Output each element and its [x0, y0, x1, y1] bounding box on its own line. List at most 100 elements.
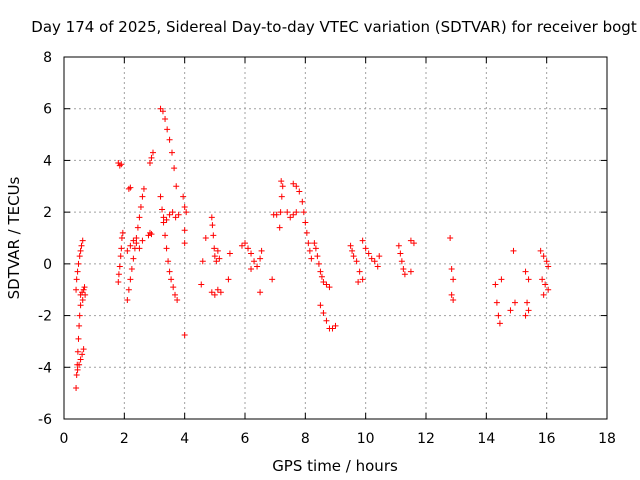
y-tick-labels: -6 -4 -2 0 2 4 6 8	[38, 50, 52, 428]
y-tick-label: -2	[38, 309, 52, 325]
data-point	[540, 291, 547, 298]
plot-frame	[63, 56, 608, 420]
data-point	[73, 276, 80, 283]
data-point	[539, 276, 546, 283]
x-tick-label: 10	[357, 431, 375, 447]
data-point	[376, 253, 383, 260]
data-point	[318, 273, 325, 280]
data-point	[172, 291, 179, 298]
data-point	[149, 149, 156, 156]
data-point	[82, 291, 89, 298]
data-point	[214, 247, 221, 254]
data-point	[133, 240, 140, 247]
data-point	[302, 219, 309, 226]
x-tick-labels: 0 2 4 6 8 10 12 14 16 18	[60, 431, 616, 447]
data-point	[181, 331, 188, 338]
y-tick-label: 8	[43, 50, 52, 66]
data-point	[254, 263, 261, 270]
data-point	[368, 255, 375, 262]
data-point	[359, 237, 366, 244]
x-tick-label: 4	[180, 431, 189, 447]
data-point	[320, 309, 327, 316]
data-point	[74, 366, 81, 373]
data-point	[115, 271, 122, 278]
data-point	[217, 289, 224, 296]
data-point	[174, 297, 181, 304]
data-point	[540, 253, 547, 260]
data-point	[73, 384, 80, 391]
data-point	[77, 302, 84, 309]
data-point	[78, 242, 85, 249]
data-point	[79, 351, 86, 358]
x-tick-label: 18	[598, 431, 616, 447]
data-point	[317, 268, 324, 275]
data-point	[545, 263, 552, 270]
data-point	[359, 276, 366, 283]
data-point	[507, 307, 514, 314]
x-tick-label: 2	[120, 431, 129, 447]
data-point	[136, 245, 143, 252]
data-point	[397, 250, 404, 257]
data-point	[146, 160, 153, 167]
data-point	[225, 276, 232, 283]
x-tick-label: 12	[417, 431, 435, 447]
data-point	[306, 247, 313, 254]
data-point	[198, 281, 205, 288]
data-point	[202, 235, 209, 241]
data-point	[81, 284, 88, 291]
data-point	[495, 312, 502, 319]
data-point	[350, 253, 357, 260]
data-point	[216, 255, 223, 262]
data-point	[498, 276, 505, 283]
y-tick-label: -6	[38, 412, 52, 428]
data-point	[125, 286, 132, 293]
data-point	[169, 209, 176, 216]
data-point	[257, 289, 264, 296]
data-point	[511, 299, 518, 306]
data-point	[211, 245, 218, 252]
data-point	[75, 260, 82, 267]
data-point	[398, 258, 405, 265]
data-point	[171, 165, 178, 172]
data-point	[510, 247, 517, 254]
y-tick-label: 0	[43, 257, 52, 273]
data-point	[199, 258, 206, 265]
data-point	[79, 297, 86, 304]
data-point	[279, 183, 286, 190]
data-point	[139, 237, 146, 244]
data-point	[448, 291, 455, 298]
y-axis-label: SDTVAR / TECUs	[5, 176, 23, 299]
data-point	[349, 247, 356, 254]
data-point	[305, 240, 312, 247]
y-tick-label: 2	[43, 205, 52, 221]
data-point	[214, 286, 221, 293]
data-point	[75, 335, 82, 342]
data-point	[245, 245, 252, 252]
data-point	[213, 258, 220, 265]
x-tick-label: 0	[60, 431, 69, 447]
data-point	[308, 255, 315, 262]
axis-ticks	[63, 56, 608, 420]
data-point	[183, 209, 190, 216]
data-point	[320, 278, 327, 285]
data-point	[77, 356, 84, 363]
data-point	[164, 126, 171, 133]
data-point	[127, 276, 134, 283]
data-point	[542, 281, 549, 288]
data-point	[257, 255, 264, 262]
data-point	[166, 211, 173, 218]
data-point	[134, 224, 141, 231]
data-point	[226, 250, 233, 257]
data-point	[211, 253, 218, 260]
data-point	[251, 258, 258, 265]
data-point	[163, 216, 170, 223]
data-point	[163, 245, 170, 252]
data-point	[355, 278, 362, 285]
data-point	[211, 291, 218, 298]
data-point	[248, 266, 255, 273]
data-point	[293, 209, 300, 216]
data-point	[124, 297, 131, 304]
data-point	[312, 245, 319, 252]
data-point	[77, 247, 84, 254]
